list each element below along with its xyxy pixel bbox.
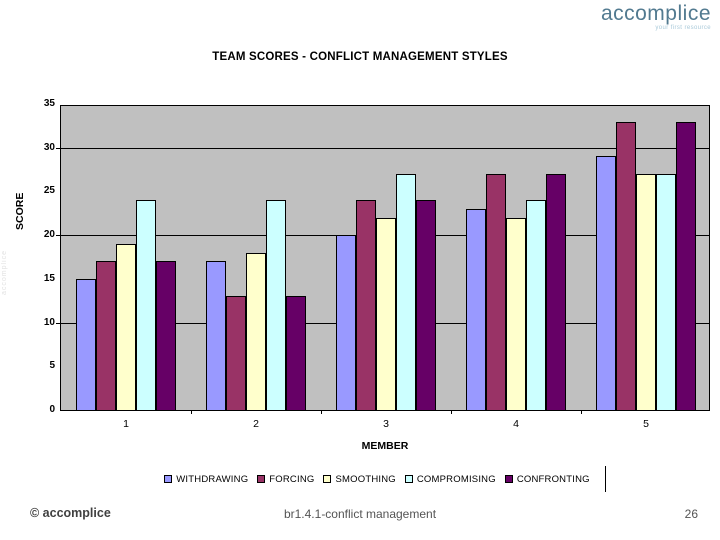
bar-member4-forcing: [486, 173, 506, 410]
legend-label: FORCING: [269, 473, 315, 485]
y-axis-title: SCORE: [14, 192, 26, 230]
legend-item-withdrawing: WITHDRAWING: [164, 474, 248, 485]
bar-member3-forcing: [356, 200, 376, 410]
legend-swatch-smoothing: [323, 475, 332, 483]
x-axis-tick: [581, 410, 582, 414]
gridline-30: [61, 147, 709, 149]
x-axis-category-label: 1: [123, 418, 129, 430]
y-axis-tick-label: 15: [43, 272, 55, 284]
chart-legend: WITHDRAWING FORCING SMOOTHING COMPROMISING C…: [60, 466, 710, 492]
bar-member4-smoothing: [506, 217, 526, 410]
bar-member2-compromising: [266, 200, 286, 410]
legend-item-smoothing: SMOOTHING: [323, 473, 396, 485]
bar-member2-confronting: [286, 296, 306, 410]
legend-label: SMOOTHING: [335, 473, 396, 485]
legend-label: COMPROMISING: [416, 473, 496, 485]
legend-item-forcing: FORCING: [257, 474, 314, 485]
bar-member1-forcing: [96, 261, 116, 410]
y-axis-tick-label: 25: [43, 185, 55, 197]
bar-member5-confronting: [676, 121, 696, 410]
footer: © accomplice br1.4.1-conflict management…: [0, 504, 720, 526]
footer-copyright: © accomplice: [30, 506, 111, 520]
legend-swatch-forcing: [257, 475, 266, 483]
legend-label: CONFRONTING: [516, 473, 590, 485]
bar-member2-withdrawing: [206, 261, 226, 410]
bar-member3-withdrawing: [336, 235, 356, 410]
y-axis-tick-label: 10: [43, 316, 55, 328]
y-axis-tick-label: 20: [43, 229, 55, 241]
legend-item-compromising: COMPROMISING: [404, 473, 496, 485]
x-axis-tick: [451, 410, 452, 414]
legend-swatch-confronting: [504, 475, 513, 483]
y-axis-tick: [56, 235, 61, 237]
y-axis-tick-label: 35: [43, 98, 55, 109]
bar-member1-smoothing: [116, 243, 136, 410]
chart-title: TEAM SCORES - CONFLICT MANAGEMENT STYLES: [212, 51, 508, 63]
legend-swatch-withdrawing: [164, 475, 173, 483]
bar-member5-smoothing: [636, 173, 656, 410]
plot-area: 0 5 10 15 20 25 30 35 1 2 3 4 5: [44, 98, 710, 430]
x-axis-tick: [191, 410, 192, 414]
bar-member4-withdrawing: [466, 208, 486, 410]
footer-page-number: 26: [684, 507, 698, 521]
bar-member3-confronting: [416, 200, 436, 410]
y-axis-tick-label: 0: [49, 404, 55, 415]
legend-item-confronting: CONFRONTING: [504, 473, 590, 485]
logo-wordmark: accomplice: [600, 2, 711, 25]
x-axis-tick: [321, 410, 322, 414]
bar-member5-withdrawing: [596, 156, 616, 410]
y-axis-tick: [56, 147, 61, 149]
x-axis-category-label: 2: [253, 418, 259, 430]
bar-member1-withdrawing: [76, 278, 96, 410]
y-axis-tick-label: 30: [43, 141, 55, 153]
logo-tagline: your first resource: [655, 25, 711, 31]
accomplice-logo: accomplice your first resource: [601, 3, 711, 31]
bar-member5-forcing: [616, 121, 636, 410]
legend-border-line: [604, 466, 606, 492]
bar-member4-compromising: [526, 200, 546, 410]
side-watermark: accomplice: [1, 250, 8, 296]
x-axis-category-label: 4: [513, 418, 519, 430]
bar-member2-forcing: [226, 296, 246, 410]
y-axis-tick-label: 5: [49, 360, 55, 372]
legend-label: WITHDRAWING: [176, 473, 249, 485]
footer-document-title: br1.4.1-conflict management: [283, 507, 437, 521]
legend-swatch-compromising: [404, 475, 413, 483]
bar-member3-compromising: [396, 173, 416, 410]
bar-member3-smoothing: [376, 217, 396, 410]
bar-member2-smoothing: [246, 252, 266, 410]
bar-member5-compromising: [656, 173, 676, 410]
bar-member1-confronting: [156, 261, 176, 410]
y-axis-tick: [56, 322, 61, 324]
x-axis-category-label: 3: [383, 418, 389, 430]
x-axis-category-label: 5: [643, 418, 649, 430]
bar-member1-compromising: [136, 200, 156, 410]
bar-member4-confronting: [546, 173, 566, 410]
x-axis-title: MEMBER: [361, 440, 409, 452]
